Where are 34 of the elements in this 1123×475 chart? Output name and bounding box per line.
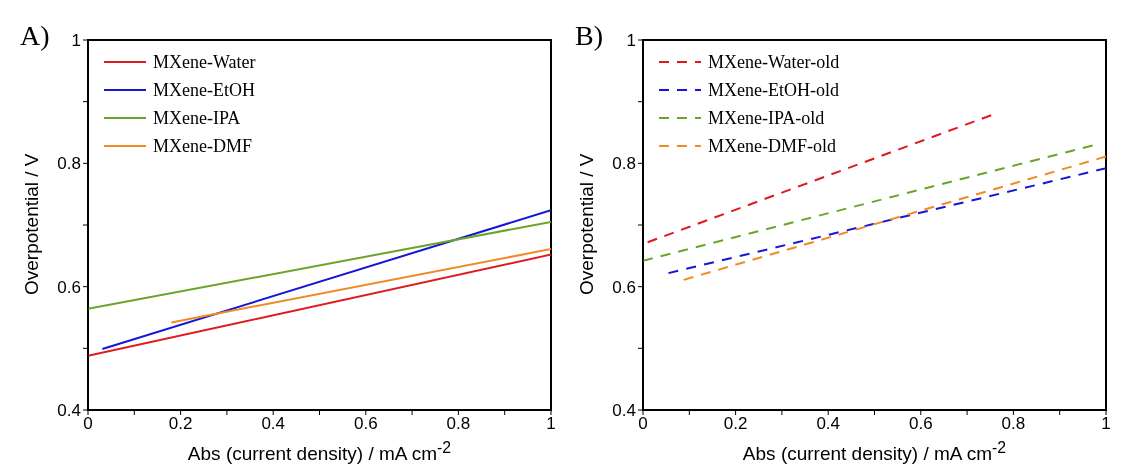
x-tick-label: 0.4 (816, 414, 841, 434)
legend-label: MXene-DMF-old (708, 135, 836, 157)
y-tick-label: 0.8 (57, 154, 81, 174)
y-tick-label: 1 (626, 31, 636, 51)
x-tick-label: 0.8 (446, 414, 471, 434)
x-tick-label: 0.2 (723, 414, 748, 434)
legend-label: MXene-DMF (153, 135, 252, 157)
x-tick-label: 1 (1101, 414, 1111, 434)
x-tick-label: 0.6 (353, 414, 378, 434)
y-tick-label: 0.4 (57, 401, 81, 421)
legend-label: MXene-EtOH-old (708, 79, 839, 101)
y-axis-title: Overpotential / V (575, 153, 597, 295)
legend-label: MXene-IPA (153, 107, 241, 129)
x-tick-label: 0.8 (1001, 414, 1026, 434)
y-tick-label: 0.4 (612, 401, 636, 421)
legend-label: MXene-EtOH (153, 79, 255, 101)
x-axis-title: Abs (current density) / mA cm$^{-2}$ (186, 439, 453, 466)
x-tick-label: 1 (546, 414, 556, 434)
x-tick-label: 0.2 (168, 414, 193, 434)
y-tick-label: 0.6 (57, 277, 81, 297)
legend-label: MXene-Water (153, 51, 256, 73)
y-tick-label: 1 (71, 31, 81, 51)
x-tick-label: 0.4 (261, 414, 286, 434)
chart-title: A) (20, 20, 50, 52)
x-tick-label: 0.6 (908, 414, 933, 434)
chart-title: B) (575, 20, 603, 52)
y-tick-label: 0.6 (612, 277, 636, 297)
legend-label: MXene-IPA-old (708, 107, 825, 129)
y-tick-label: 0.8 (612, 154, 636, 174)
legend-label: MXene-Water-old (708, 51, 840, 73)
y-axis-title: Overpotential / V (20, 153, 42, 295)
x-axis-title: Abs (current density) / mA cm$^{-2}$ (741, 439, 1008, 466)
x-tick-label: 0 (83, 414, 93, 434)
x-tick-label: 0 (638, 414, 648, 434)
